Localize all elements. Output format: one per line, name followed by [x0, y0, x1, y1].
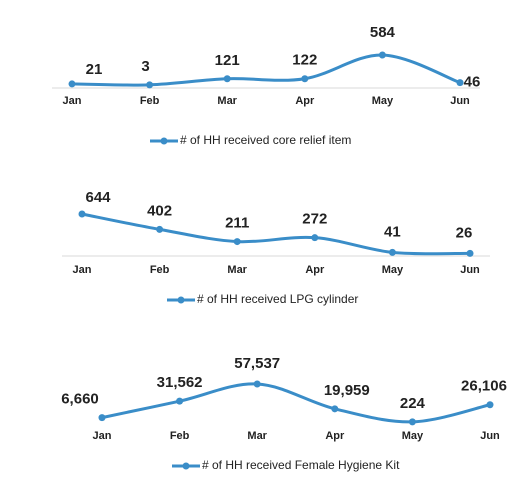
data-label: 57,537	[234, 355, 280, 372]
x-tick-label: Apr	[295, 95, 315, 107]
data-point	[146, 81, 154, 89]
data-point	[486, 401, 494, 409]
x-tick-label: Feb	[170, 430, 190, 442]
data-label: 3	[141, 58, 149, 75]
data-label: 26,106	[461, 378, 507, 395]
data-point	[378, 51, 386, 59]
data-label: 211	[225, 215, 249, 232]
data-label: 402	[147, 202, 172, 219]
x-tick-label: Apr	[325, 430, 345, 442]
data-point	[223, 75, 231, 83]
x-tick-label: May	[372, 95, 394, 107]
data-point	[456, 79, 464, 87]
data-label: 224	[400, 395, 426, 412]
data-label: 6,660	[61, 391, 99, 408]
legend-label: # of HH received LPG cylinder	[197, 292, 358, 306]
x-tick-label: Jun	[450, 95, 470, 107]
data-label: 26	[456, 224, 473, 241]
legend-marker	[160, 137, 168, 145]
data-point	[68, 80, 76, 88]
data-label: 644	[85, 189, 111, 206]
x-tick-label: May	[382, 264, 404, 276]
data-point	[78, 210, 86, 218]
data-label: 122	[292, 52, 317, 69]
x-tick-label: Jan	[93, 430, 112, 442]
data-point	[176, 397, 184, 405]
series-line	[101, 382, 491, 424]
x-tick-label: Jan	[63, 95, 82, 107]
data-label: 121	[215, 52, 240, 69]
data-label: 41	[384, 223, 401, 240]
data-point	[253, 380, 261, 388]
x-tick-label: Jun	[460, 264, 480, 276]
data-point	[466, 249, 474, 257]
data-point	[301, 75, 309, 83]
series-line	[81, 212, 471, 256]
data-point	[388, 248, 396, 256]
data-label: 21	[86, 61, 103, 78]
legend-marker	[182, 462, 190, 470]
data-point	[98, 414, 106, 422]
data-label: 19,959	[324, 382, 370, 399]
legend-label: # of HH received core relief item	[180, 133, 351, 147]
data-label: 584	[370, 24, 396, 41]
data-label: 46	[464, 74, 481, 91]
data-label: 272	[302, 211, 327, 228]
x-tick-label: Feb	[150, 264, 170, 276]
x-tick-label: Mar	[227, 264, 247, 276]
data-label: 31,562	[157, 374, 203, 391]
x-tick-label: Apr	[305, 264, 325, 276]
x-tick-label: Mar	[247, 430, 267, 442]
series-line	[71, 53, 461, 87]
x-tick-label: Jun	[480, 430, 500, 442]
legend-label: # of HH received Female Hygiene Kit	[202, 458, 400, 472]
data-point	[233, 238, 241, 246]
x-tick-label: Mar	[217, 95, 237, 107]
x-tick-label: Jan	[73, 264, 92, 276]
data-point	[156, 225, 164, 233]
legend-marker	[177, 296, 185, 304]
data-point	[331, 405, 339, 413]
x-tick-label: May	[402, 430, 424, 442]
data-point	[311, 234, 319, 242]
data-point	[408, 418, 416, 426]
x-tick-label: Feb	[140, 95, 160, 107]
